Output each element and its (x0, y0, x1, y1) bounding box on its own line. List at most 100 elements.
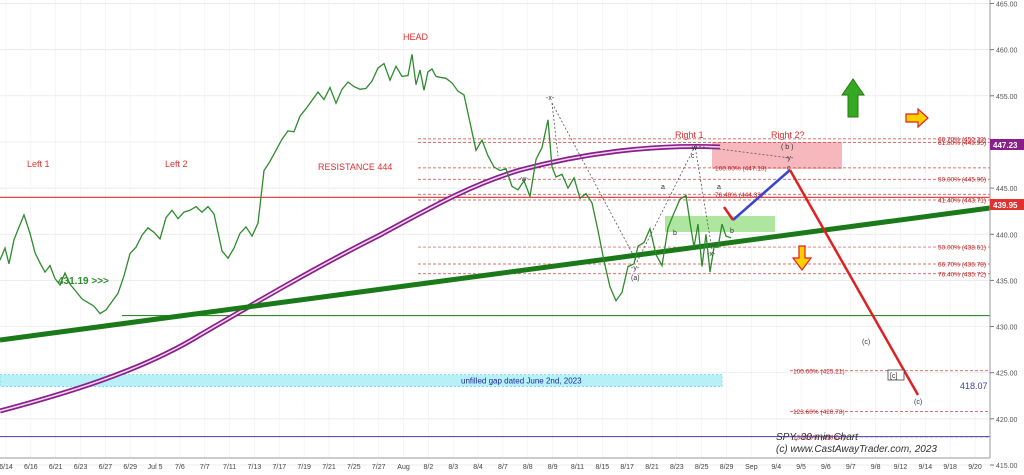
blue-line-label: 418.07 (960, 381, 988, 391)
y-tick-label: 455.00 (996, 94, 1018, 101)
y-tick-label: 440.00 (996, 232, 1018, 239)
x-tick-label: 8/4 (473, 464, 483, 471)
left2-label: Left 2 (165, 159, 188, 169)
chart-title: SPY, 30 min Chart (776, 432, 859, 443)
x-tick-label: 9/7 (846, 464, 856, 471)
x-tick-label: 8/3 (448, 464, 458, 471)
x-tick-label: 8/8 (523, 464, 533, 471)
left1-label: Left 1 (27, 159, 50, 169)
wave-x-low: -x- (707, 251, 716, 258)
x-tick-label: 7/7 (200, 464, 210, 471)
fib-label: 66.70% (450.33) (938, 136, 986, 143)
fib-label: 66.70% (436.78) (938, 261, 986, 268)
head-label: HEAD (403, 32, 429, 42)
wave-a2: a (717, 184, 721, 191)
fib-label: 50.00% (445.96) (938, 177, 986, 184)
decline-projection-line (788, 169, 920, 396)
fib-label: 50.00% (438.61) (938, 245, 986, 252)
bounce-projection-line (732, 169, 791, 221)
x-tick-label: 6/29 (123, 464, 137, 471)
fib-label: 76.40% (435.72) (938, 271, 986, 278)
support-label: 431.19 >>> (58, 276, 109, 287)
target-c-box-label: [c] (890, 373, 897, 380)
target-c-2: (c) (914, 399, 922, 406)
x-tick-label: 9/14 (918, 464, 932, 471)
wave-c-top: c (787, 165, 791, 172)
gap-label: unfilled gap dated June 2nd, 2023 (461, 377, 582, 386)
short-red-tick (722, 206, 735, 221)
x-tick-label: 7/25 (347, 464, 361, 471)
x-tick-label: 9/4 (771, 464, 781, 471)
wave-b2: b (730, 228, 734, 235)
down-arrow-icon (791, 245, 813, 271)
right-arrow-icon (905, 107, 929, 129)
x-tick-label: 7/21 (322, 464, 336, 471)
up-arrow-icon (841, 78, 865, 118)
y-tick-label: 420.00 (996, 417, 1018, 424)
x-tick-label: 7/17 (272, 464, 286, 471)
x-tick-label: 8/21 (645, 464, 659, 471)
y-tick-label: 430.00 (996, 325, 1018, 332)
fib-zone-red (712, 142, 842, 169)
wave-b: b (673, 230, 677, 237)
wave-a-paren: (a) (631, 275, 640, 282)
fib-zone-green (665, 216, 775, 232)
x-tick-label: Jul 5 (148, 464, 163, 471)
x-tick-label: 6/27 (99, 464, 113, 471)
x-tick-label: 7/13 (248, 464, 262, 471)
x-tick-label: 6/16 (24, 464, 38, 471)
wave-b-paren: ( b ) (781, 144, 793, 151)
fib-label: 123.60% (420.78) (793, 409, 845, 416)
wave-x-top: -x- (546, 95, 555, 102)
x-tick-label: 9/18 (943, 464, 957, 471)
x-tick-label: 9/20 (968, 464, 982, 471)
wave-w: w (691, 145, 698, 152)
x-tick-label: 7/19 (297, 464, 311, 471)
unfilled-gap-band (0, 374, 723, 388)
x-tick-label: Aug (397, 464, 410, 471)
moving-average-line-inner (0, 145, 721, 412)
x-tick-label: 7/6 (175, 464, 185, 471)
y-tick-label: 445.00 (996, 186, 1018, 193)
y-tick-label: 435.00 (996, 278, 1018, 285)
x-tick-label: 8/11 (571, 464, 584, 471)
fib-label: 100.00% (425.21) (793, 368, 845, 375)
date-axis: 6/14 6/16 6/21 6/23 6/27 6/29 Jul 5 7/6 7/7 7/11 7… (0, 457, 990, 471)
x-tick-label: 6/21 (49, 464, 63, 471)
x-tick-label: 8/9 (548, 464, 558, 471)
fib-label: 138.20% (418.04) (793, 434, 845, 441)
fib-label: 41.40% (443.71) (938, 198, 986, 205)
y-tick-label: 465.00 (996, 2, 1018, 9)
wave-w-label: -w- (519, 176, 529, 183)
chart-copyright: (c) www.CastAwayTrader.com, 2023 (776, 444, 937, 455)
current-price-tag: 439.95 (993, 201, 1018, 210)
wave-connectors (551, 102, 791, 263)
price-axis: 415.00 420.00 425.00 430.00 435.00 440.00 445.… (989, 0, 1018, 470)
wave-y-low: -y- (631, 265, 640, 272)
fib-label: 61.80% (449.95) (938, 140, 986, 147)
ma-price-tag-bg (990, 139, 1024, 150)
x-tick-label: 9/12 (894, 464, 908, 471)
x-tick-label: 6/14 (0, 464, 13, 471)
x-tick-label: 8/7 (498, 464, 508, 471)
x-tick-label: 8/29 (720, 464, 734, 471)
x-tick-label: 9/5 (796, 464, 806, 471)
wave-a: a (661, 184, 665, 191)
x-tick-label: 7/27 (372, 464, 386, 471)
fib-label: 76.40% (444.33) (715, 192, 763, 199)
wave-c: c (691, 153, 695, 160)
x-tick-label: 8/15 (595, 464, 609, 471)
target-c-1: (c) (862, 339, 870, 346)
x-tick-label: 8/2 (424, 464, 434, 471)
y-tick-label: 415.00 (996, 463, 1018, 470)
right1-label: Right 1 (675, 130, 704, 140)
x-tick-label: 8/23 (670, 464, 684, 471)
x-tick-label: 9/6 (821, 464, 831, 471)
wave-y-top: -y- (785, 155, 794, 162)
target-c-box (887, 369, 905, 381)
resistance-label: RESISTANCE 444 (318, 162, 392, 172)
x-tick-label: 8/25 (695, 464, 709, 471)
x-tick-label: 6/23 (74, 464, 88, 471)
x-tick-label: 8/17 (620, 464, 634, 471)
